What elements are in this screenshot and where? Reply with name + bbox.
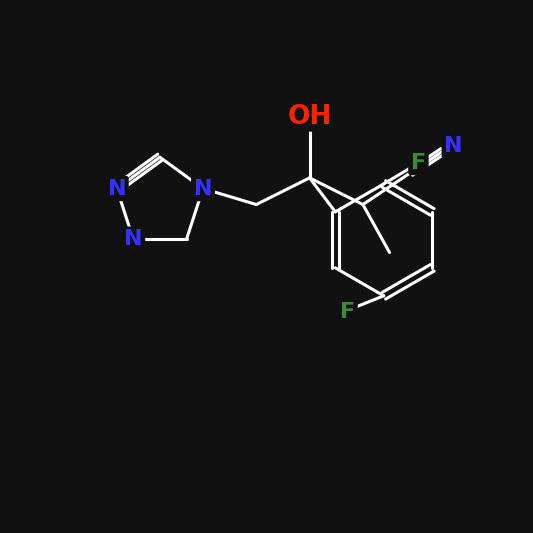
Text: N: N [108, 179, 126, 198]
Text: F: F [340, 302, 355, 322]
Text: N: N [193, 179, 212, 198]
Text: N: N [124, 229, 142, 249]
Text: F: F [411, 152, 426, 173]
Text: OH: OH [287, 103, 332, 130]
Text: N: N [444, 136, 463, 156]
